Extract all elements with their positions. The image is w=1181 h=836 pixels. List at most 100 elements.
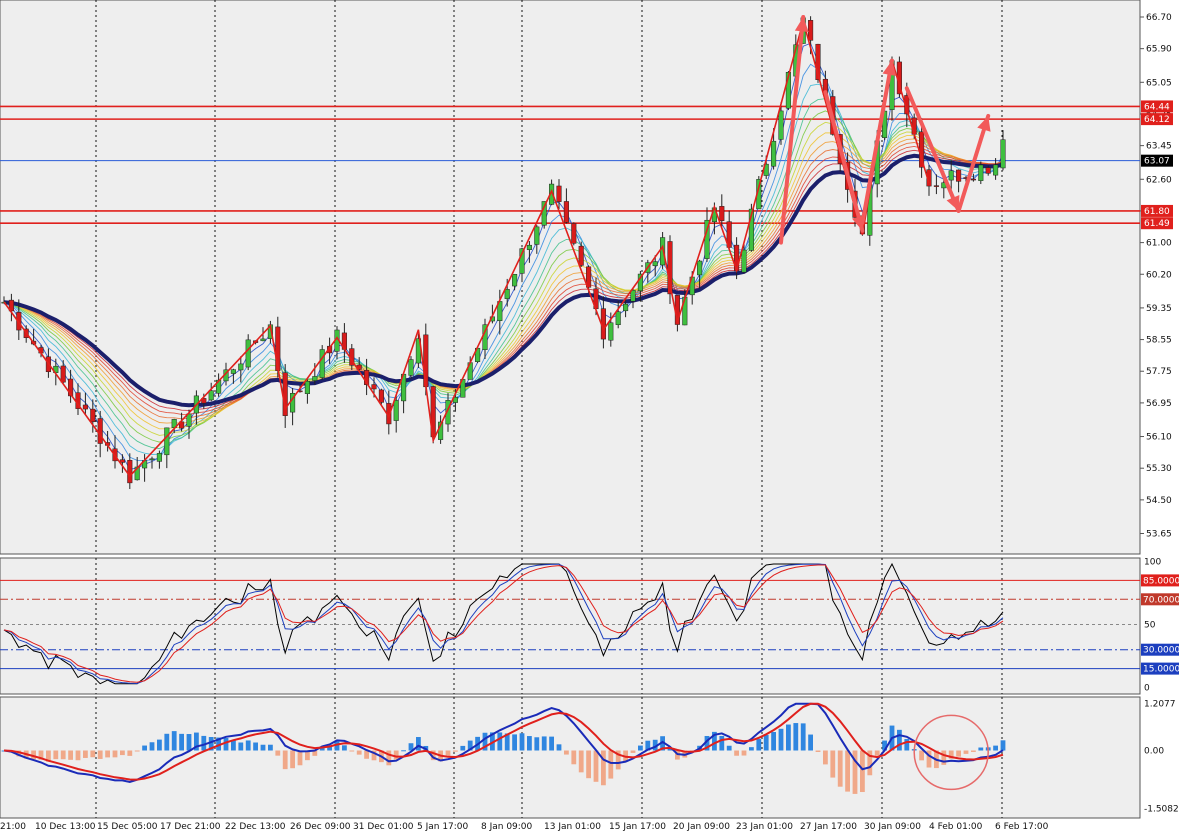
x-tick-label: 15 Jan 17:00 — [609, 822, 666, 832]
macd-histogram-bar — [978, 747, 984, 751]
price-tick-label: 55.30 — [1146, 464, 1172, 474]
candle-up — [526, 244, 532, 250]
macd-histogram-bar — [216, 737, 221, 751]
x-tick-label: 15 Dec 05:00 — [97, 822, 158, 832]
macd-histogram-bar — [112, 750, 118, 758]
forecast-arrow-shaft — [779, 15, 806, 245]
candle-up — [660, 237, 666, 266]
candle-down — [970, 178, 976, 181]
candle-up — [445, 400, 451, 425]
x-tick-label: 6 Feb 17:00 — [995, 822, 1049, 832]
ribbon-ma-line — [3, 83, 1004, 455]
macd-histogram-bar — [194, 732, 199, 751]
forecast-arrow-shaft — [823, 90, 865, 233]
candle-down — [97, 418, 103, 444]
candle-up — [186, 413, 192, 427]
candle-up — [512, 274, 518, 287]
macd-histogram-bar — [408, 743, 414, 751]
candle-up — [785, 72, 791, 109]
macd-histogram-bar — [327, 746, 332, 751]
macd-histogram-bar — [956, 750, 961, 757]
macd-histogram-bar — [245, 740, 251, 751]
macd-histogram-bar — [904, 739, 910, 751]
candle-up — [164, 427, 170, 456]
macd-histogram-bar — [615, 750, 621, 770]
x-tick-label: 8 Jan 09:00 — [481, 822, 533, 832]
macd-histogram-bar — [630, 750, 636, 753]
candle-down — [201, 398, 207, 404]
candle-up — [304, 381, 310, 394]
macd-histogram-bar — [127, 750, 133, 756]
candle-down — [719, 206, 725, 221]
ribbon-ma-line — [3, 110, 1004, 443]
macd-histogram-bar — [46, 750, 51, 762]
macd-histogram-bar — [652, 739, 658, 751]
candle-down — [556, 185, 562, 202]
macd-histogram-bar — [253, 742, 258, 751]
macd-histogram-bar — [342, 745, 347, 751]
macd-histogram-bar — [142, 745, 147, 751]
macd-histogram-bar — [578, 750, 584, 773]
macd-histogram-bar — [134, 750, 140, 752]
macd-histogram-bar — [467, 740, 473, 751]
x-tick-label: 22 Dec 13:00 — [225, 822, 286, 832]
candle-up — [245, 339, 251, 368]
macd-histogram-bar — [305, 750, 310, 761]
macd-signal-line — [3, 702, 1004, 781]
macd-histogram-bar — [734, 750, 739, 756]
candle-up — [978, 164, 984, 181]
macd-histogram-bar — [179, 733, 184, 751]
macd-histogram-bar — [897, 729, 902, 751]
macd-histogram-bar — [564, 750, 569, 755]
candle-up — [230, 369, 236, 374]
candle-down — [808, 20, 814, 41]
macd-histogram-bar — [845, 750, 850, 792]
macd-histogram-bar — [371, 750, 377, 761]
x-tick-label: 26 Dec 09:00 — [290, 822, 351, 832]
candle-up — [630, 289, 636, 302]
macd-histogram-bar — [75, 750, 81, 761]
macd-histogram-bar — [356, 750, 362, 755]
macd-histogram-bar — [275, 750, 281, 756]
macd-histogram-bar — [919, 750, 924, 761]
candle-down — [378, 389, 384, 403]
oscillator-tick-label: 0 — [1144, 684, 1150, 694]
oscillator-level-tag — [1141, 643, 1179, 656]
candle-up — [393, 400, 399, 421]
forecast-arrow-head — [882, 60, 897, 76]
macd-histogram-bar — [297, 750, 303, 766]
candle-up — [778, 110, 784, 140]
macd-histogram-bar — [238, 742, 244, 751]
candle-up — [534, 226, 540, 245]
macd-histogram-bar — [512, 734, 517, 751]
candle-up — [948, 170, 954, 181]
oscillator-tick-label: 70.0000 — [1143, 595, 1180, 605]
price-tick-label: 65.05 — [1146, 78, 1172, 88]
macd-histogram-bar — [763, 734, 769, 751]
price-tick-label: 54.50 — [1146, 496, 1172, 506]
macd-histogram-bar — [704, 735, 710, 751]
candle-down — [60, 365, 66, 383]
macd-histogram-bar — [401, 750, 406, 752]
macd-histogram-bar — [290, 750, 295, 769]
macd-main-line — [3, 702, 1004, 784]
macd-histogram-bar — [482, 732, 488, 751]
candle-down — [82, 404, 88, 410]
candle-up — [134, 466, 140, 481]
macd-histogram-bar — [963, 750, 969, 754]
x-tick-label: 27 Jan 17:00 — [800, 822, 857, 832]
macd-tick-label: -1.5082 — [1144, 805, 1179, 815]
macd-histogram-bar — [793, 723, 799, 751]
candle-down — [956, 169, 962, 182]
macd-histogram-bar — [926, 750, 932, 768]
macd-histogram-bar — [527, 736, 532, 751]
candle-down — [667, 241, 673, 295]
macd-histogram-bar — [645, 740, 651, 751]
oscillator-level-tag — [1141, 662, 1179, 675]
macd-histogram-bar — [260, 744, 266, 751]
x-tick-label: 30 Jan 09:00 — [864, 822, 921, 832]
macd-histogram-bar — [534, 737, 540, 751]
macd-histogram-bar — [393, 750, 399, 760]
macd-histogram-bar — [941, 750, 947, 765]
